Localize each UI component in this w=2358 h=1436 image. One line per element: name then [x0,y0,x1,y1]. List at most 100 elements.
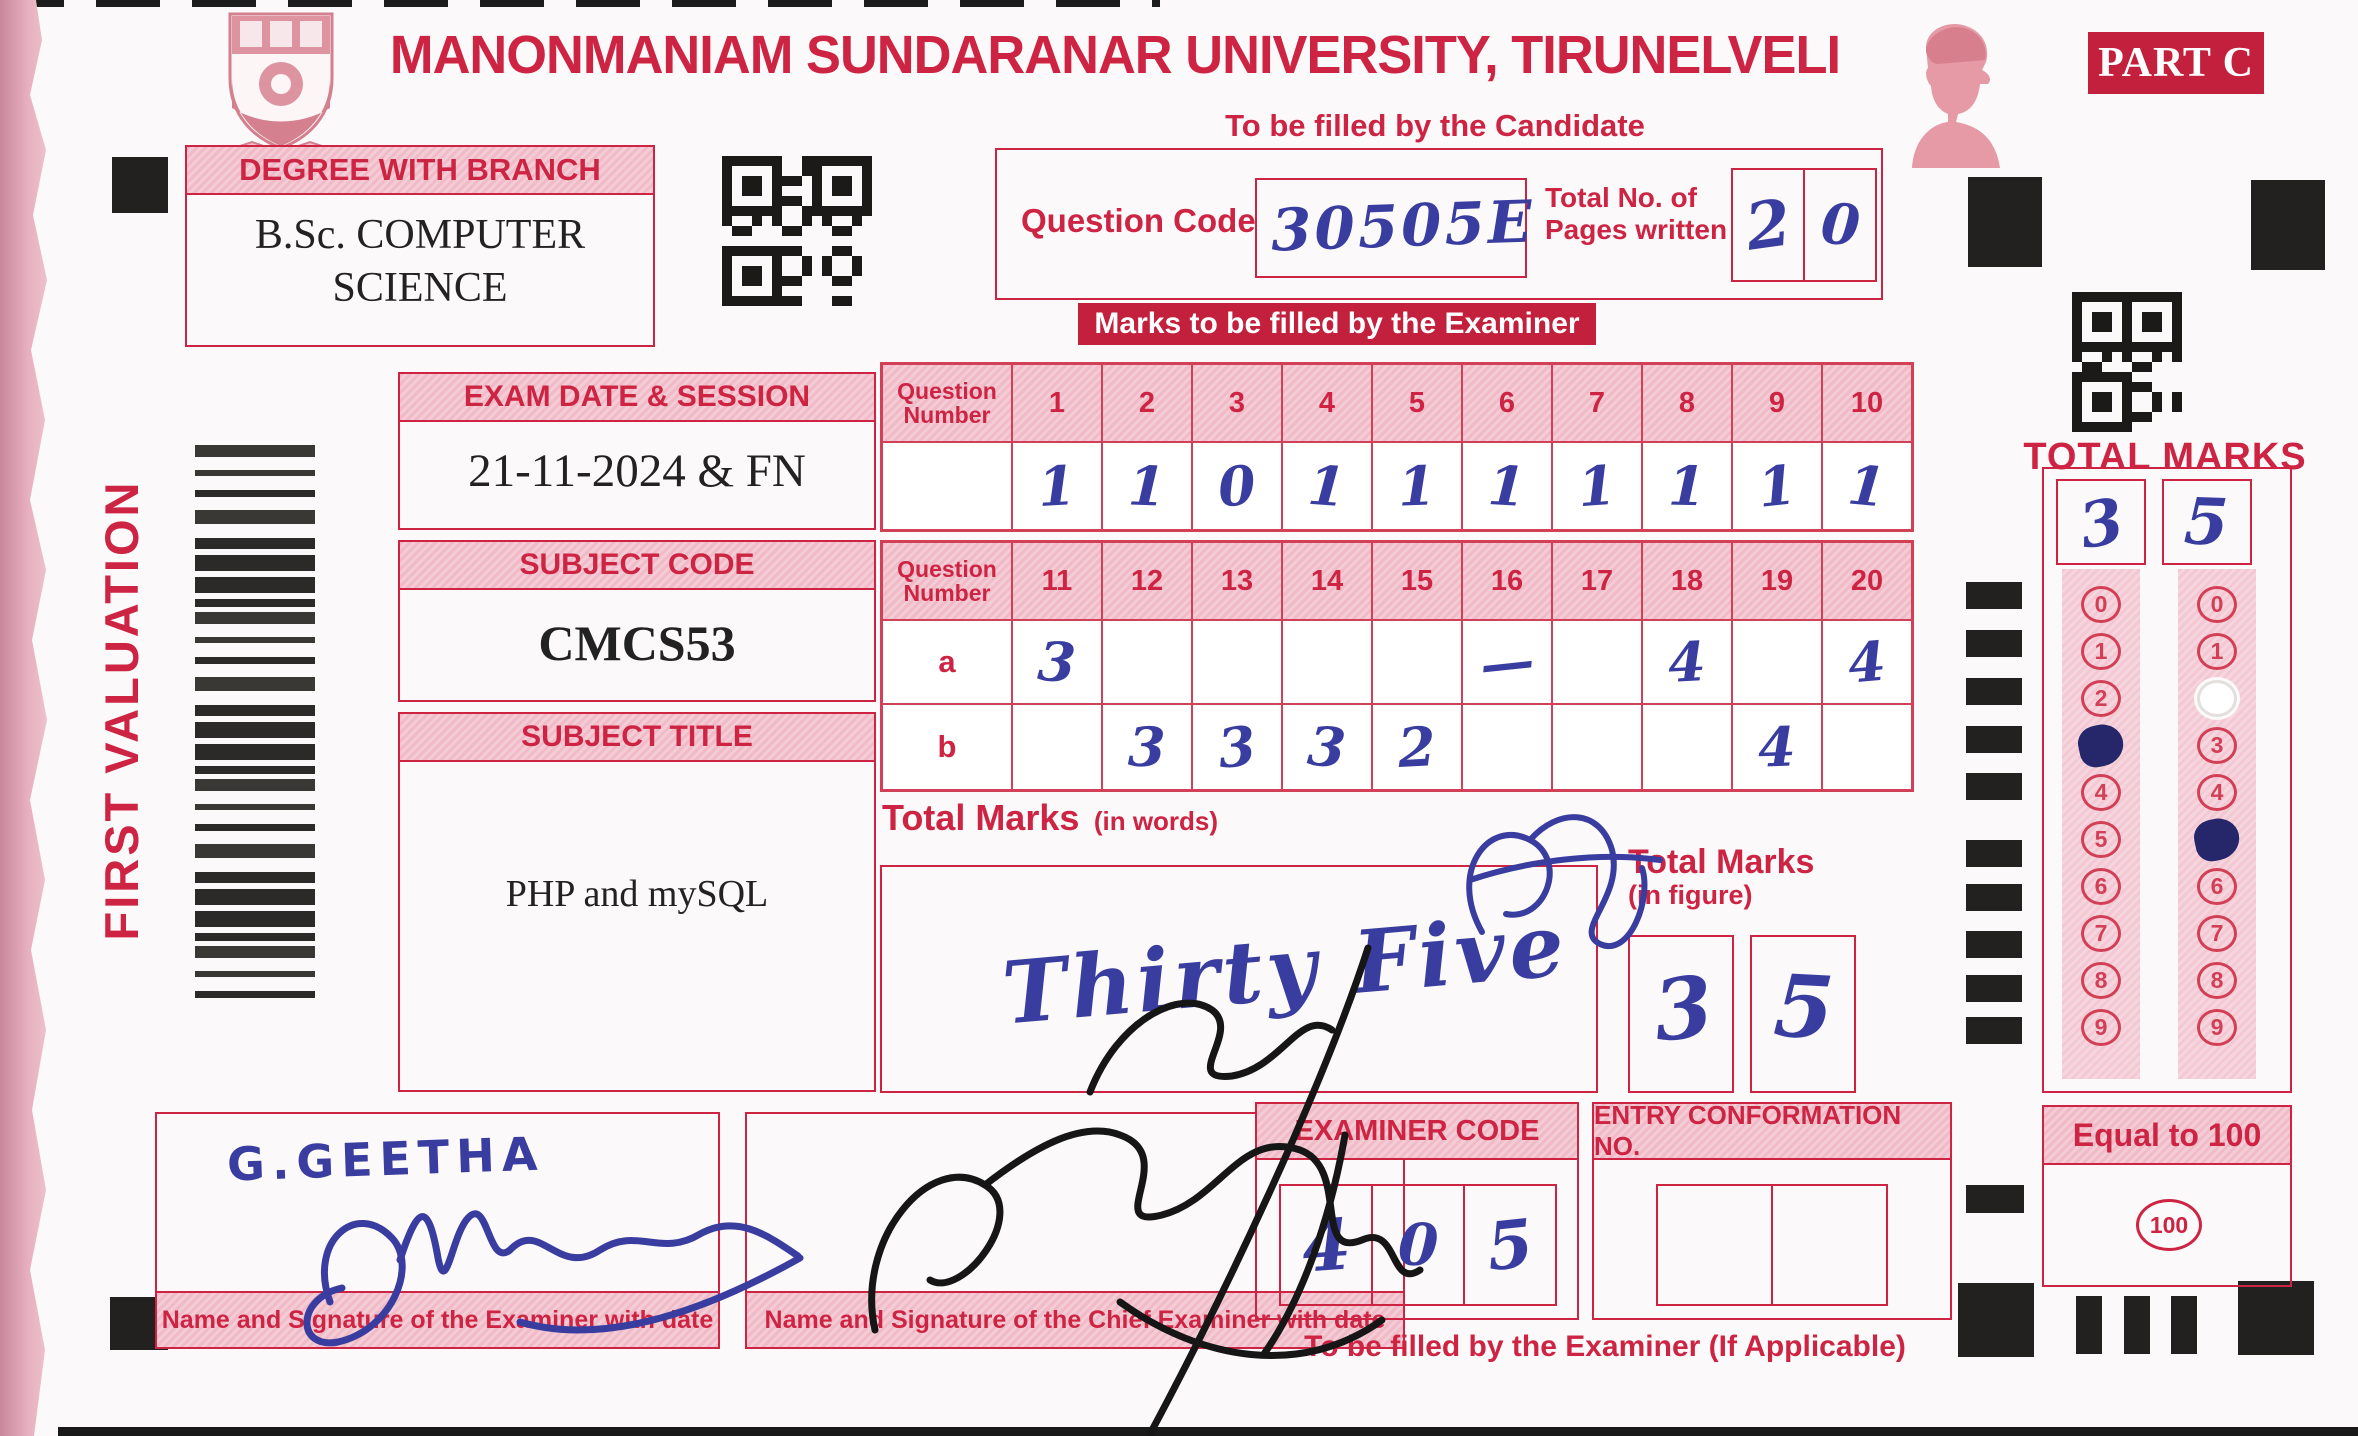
subject-title-box: SUBJECT TITLE PHP and mySQL [398,712,876,1092]
table2-b-q13: 3 [1192,704,1282,790]
table2-b-q15: 2 [1372,704,1462,790]
founder-photo [1912,24,2000,168]
table2-a-q18: 4 [1642,620,1732,704]
table2-row-a-label: a [882,620,1012,704]
table2-a-q16: — [1462,620,1552,704]
equal-100-box: Equal to 100 100 [2042,1105,2292,1287]
bubble-units-1: 1 [2197,633,2237,670]
bubble-units-2: 2 [2197,680,2237,717]
total-marks-bubble-panel: 3 5 01234567890123456789 [2042,467,2292,1093]
entry-confirmation-box: ENTRY CONFORMATION NO. [1592,1100,1952,1320]
table1-mark-q7: 1 [1552,442,1642,530]
table2-q18: 18 [1642,542,1732,620]
bubble-units-6: 6 [2197,868,2237,905]
panel-digit-units: 5 [2182,484,2230,561]
bubble-tens-9: 9 [2081,1009,2121,1046]
table1-q10: 10 [1822,364,1912,442]
total-figure-units: 5 [1771,955,1837,1060]
timing-mark [1966,931,2022,958]
timing-mark [1966,773,2022,800]
table2-b-q14: 3 [1282,704,1372,790]
part-c-label: PART C [2098,40,2254,86]
exam-date-box: EXAM DATE & SESSION 21-11-2024 & FN [398,372,876,530]
table2-q19: 19 [1732,542,1822,620]
examiner-code-digit-1: 4 [1298,1201,1354,1289]
scan-top-edge [0,0,1160,7]
examiner-code-box: EXAMINER CODE 4 0 5 [1255,1102,1579,1320]
timing-mark [1966,630,2022,657]
subject-title-label: SUBJECT TITLE [521,720,753,753]
registration-mark [2171,1296,2197,1354]
table1-mark-q8: 1 [1642,442,1732,530]
bubble-units-0: 0 [2197,586,2237,623]
table2-corner: Question Number [882,542,1012,620]
table2-b-q16 [1462,704,1552,790]
table2-a-q19 [1732,620,1822,704]
total-figure-box-units: 5 [1750,935,1856,1093]
total-words-label: Total Marks (in words) [882,797,1219,838]
bubble-units-7: 7 [2197,915,2237,952]
table1-mark-q1: 1 [1012,442,1102,530]
table2-a-q14 [1282,620,1372,704]
bubble-units-3: 3 [2197,727,2237,764]
examiner-code-cells: 4 0 5 [1279,1184,1557,1306]
valuation-side-label: FIRST VALUATION [95,479,148,941]
barcode [195,445,315,998]
table1-q8: 8 [1642,364,1732,442]
equal-100-header: Equal to 100 [2044,1107,2290,1165]
table2-b-q12: 3 [1102,704,1192,790]
scan-bottom-edge [58,1427,2358,1436]
subject-title-value: PHP and mySQL [505,873,769,915]
subject-code-header: SUBJECT CODE [400,542,874,590]
university-title: MANONMANIAM SUNDARANAR UNIVERSITY, TIRUN… [389,25,1841,85]
panel-digit-box-units: 5 [2162,479,2252,565]
degree-box: DEGREE WITH BRANCH B.Sc. COMPUTER SCIENC… [185,145,655,347]
marks-table-1-10: Question Number 1 2 3 4 5 6 7 8 9 10 1 1 0 1 1 1 1 1 1 1 [880,362,1914,532]
table2-q14: 14 [1282,542,1372,620]
question-code-label: Question Code [1021,202,1256,239]
timing-mark [1966,975,2022,1002]
registration-mark [2124,1296,2150,1354]
examiner-signature-caption: Name and Signature of the Examiner with … [161,1305,714,1334]
timing-mark [1966,582,2022,609]
table2-q11: 11 [1012,542,1102,620]
footer-note: To be filled by the Examiner (If Applica… [1304,1330,1906,1363]
table1-mark-q6: 1 [1462,442,1552,530]
pages-digit-2: 0 [1818,190,1862,260]
registration-mark [1968,177,2042,267]
bubble-tens-4: 4 [2081,774,2121,811]
exam-date-value: 21-11-2024 & FN [468,445,806,497]
examiner-code-digit-3: 5 [1483,1203,1537,1287]
table2-b-q19: 4 [1732,704,1822,790]
table1-mark-q5: 1 [1372,442,1462,530]
timing-mark [1966,884,2022,911]
timing-mark [1966,1017,2022,1044]
table1-mark-q2: 1 [1102,442,1192,530]
table1-q6: 6 [1462,364,1552,442]
examiner-code-label: EXAMINER CODE [1294,1114,1540,1147]
marks-table-11-20: Question Number 11 12 13 14 15 16 17 18 19 20 a 3—4 4 b… [880,540,1914,792]
panel-digit-tens: 3 [2073,483,2130,564]
examiner-code-header: EXAMINER CODE [1257,1104,1577,1160]
pages-written-field: 2 0 [1731,168,1877,282]
total-words-value: Thirty Five [998,894,1572,1045]
bubble-units-9: 9 [2197,1009,2237,1046]
table1-mark-q10: 1 [1822,442,1912,530]
subject-code-box: SUBJECT CODE CMCS53 [398,540,876,702]
timing-mark [1966,840,2022,867]
registration-mark [1966,1185,2024,1213]
bubble-tens-2: 2 [2081,680,2121,717]
bubble-tens-1: 1 [2081,633,2121,670]
entry-confirmation-cell [1658,1186,1773,1304]
table1-mark-corner [882,442,1012,530]
table1-mark-q4: 1 [1282,442,1372,530]
table1-q9: 9 [1732,364,1822,442]
bubble-units-8: 8 [2197,962,2237,999]
candidate-box: Question Code 30505E Total No. of Pages … [995,148,1883,300]
qr-code-left [722,156,872,306]
registration-mark [2251,180,2325,270]
table1-mark-q3: 0 [1192,442,1282,530]
total-words-box: Thirty Five [880,865,1598,1093]
subject-title-header: SUBJECT TITLE [400,714,874,762]
examiner-banner-label: Marks to be filled by the Examiner [1094,307,1580,340]
